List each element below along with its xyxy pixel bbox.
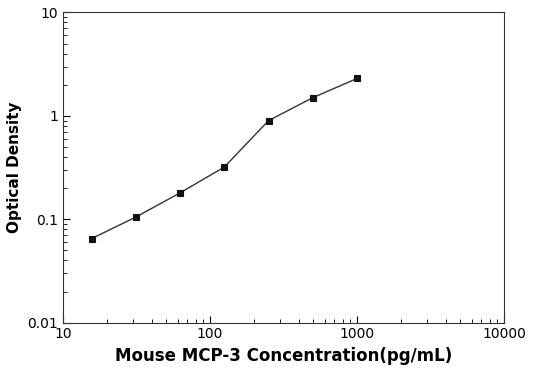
X-axis label: Mouse MCP-3 Concentration(pg/mL): Mouse MCP-3 Concentration(pg/mL) xyxy=(115,347,452,365)
Y-axis label: Optical Density: Optical Density xyxy=(7,102,22,233)
